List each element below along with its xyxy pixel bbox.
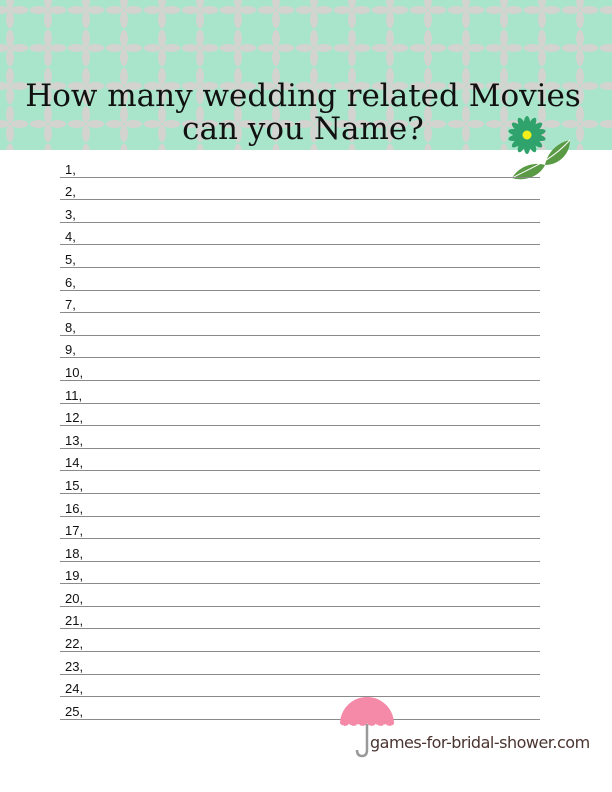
answer-row[interactable]: 12, xyxy=(60,404,540,427)
answer-line[interactable] xyxy=(60,244,540,246)
answer-line[interactable] xyxy=(60,312,540,314)
answer-line[interactable] xyxy=(60,492,540,494)
answer-line[interactable] xyxy=(60,696,540,698)
row-number: 4, xyxy=(65,229,76,245)
row-number: 13, xyxy=(65,432,84,448)
row-number: 16, xyxy=(65,500,84,516)
answer-row[interactable]: 7, xyxy=(60,291,540,314)
flower-petal xyxy=(527,117,537,133)
answer-line[interactable] xyxy=(60,334,540,336)
answer-row[interactable]: 18, xyxy=(60,539,540,562)
row-number: 1, xyxy=(65,161,76,177)
row-number: 18, xyxy=(65,545,84,561)
answer-line[interactable] xyxy=(60,357,540,359)
answer-row[interactable]: 19, xyxy=(60,562,540,585)
answer-line[interactable] xyxy=(60,673,540,675)
answer-line[interactable] xyxy=(60,583,540,585)
answer-row[interactable]: 8, xyxy=(60,313,540,336)
answer-line[interactable] xyxy=(60,628,540,630)
answer-row[interactable]: 1, xyxy=(60,155,540,178)
row-number: 14, xyxy=(65,455,84,471)
row-number: 6, xyxy=(65,274,76,290)
answer-row[interactable]: 23, xyxy=(60,652,540,675)
answer-row[interactable]: 20, xyxy=(60,584,540,607)
answer-row[interactable]: 17, xyxy=(60,517,540,540)
row-number: 21, xyxy=(65,613,84,629)
answer-row[interactable]: 25, xyxy=(60,697,540,720)
flower-petal xyxy=(517,117,527,133)
answer-line[interactable] xyxy=(60,718,540,720)
row-number: 8, xyxy=(65,319,76,335)
answer-row[interactable]: 22, xyxy=(60,629,540,653)
row-number: 24, xyxy=(65,681,84,697)
answer-line[interactable] xyxy=(60,538,540,540)
answer-line[interactable] xyxy=(60,605,540,607)
answer-row[interactable]: 3, xyxy=(60,200,540,223)
flower-icon xyxy=(508,116,571,180)
answer-row[interactable]: 9, xyxy=(60,336,540,359)
row-number: 19, xyxy=(65,568,84,584)
answer-row[interactable]: 4, xyxy=(60,223,540,246)
answer-line[interactable] xyxy=(60,289,540,291)
row-number: 12, xyxy=(65,410,84,426)
answer-row[interactable]: 21, xyxy=(60,607,540,630)
answer-line[interactable] xyxy=(60,176,540,178)
row-number: 17, xyxy=(65,523,84,539)
answer-row[interactable]: 6, xyxy=(60,268,540,291)
title-line-1: How many wedding related Movies xyxy=(25,78,581,114)
umbrella-icon xyxy=(339,697,395,758)
answer-list: 1, 2, 3, 4, 5, 6, 7, 8, 9, 10, 11, 12, 13, 14, 15, 16, 1… xyxy=(60,155,540,720)
answer-line[interactable] xyxy=(60,221,540,223)
answer-row[interactable]: 5, xyxy=(60,245,540,268)
flower-petal xyxy=(529,122,543,134)
title-line-2: can you Name? xyxy=(182,111,424,147)
row-number: 23, xyxy=(65,658,84,674)
answer-line[interactable] xyxy=(60,199,540,201)
row-number: 5, xyxy=(65,251,76,267)
answer-line[interactable] xyxy=(60,266,540,268)
flower-petal xyxy=(511,136,525,148)
patterned-header xyxy=(0,0,612,150)
row-number: 2, xyxy=(65,184,76,200)
row-number: 9, xyxy=(65,342,76,358)
answer-line[interactable] xyxy=(60,515,540,517)
row-number: 22, xyxy=(65,636,84,652)
flower-petal xyxy=(517,137,527,153)
answer-row[interactable]: 2, xyxy=(60,178,540,201)
row-number: 3, xyxy=(65,206,76,222)
answer-row[interactable]: 10, xyxy=(60,358,540,381)
answer-row[interactable]: 11, xyxy=(60,381,540,404)
answer-line[interactable] xyxy=(60,470,540,472)
row-number: 10, xyxy=(65,364,84,380)
row-number: 15, xyxy=(65,477,84,493)
answer-row[interactable]: 15, xyxy=(60,471,540,494)
row-number: 7, xyxy=(65,297,76,313)
row-number: 25, xyxy=(65,703,84,719)
answer-row[interactable]: 14, xyxy=(60,449,540,472)
website-credit: games-for-bridal-shower.com xyxy=(370,733,590,752)
page-title: How many wedding related Movies can you … xyxy=(0,80,606,146)
answer-row[interactable]: 13, xyxy=(60,426,540,449)
answer-row[interactable]: 16, xyxy=(60,494,540,517)
answer-row[interactable]: 24, xyxy=(60,675,540,698)
row-number: 11, xyxy=(65,387,83,403)
answer-line[interactable] xyxy=(60,447,540,449)
flower-petal xyxy=(529,136,543,148)
answer-line[interactable] xyxy=(60,560,540,562)
answer-line[interactable] xyxy=(60,379,540,381)
row-number: 20, xyxy=(65,590,84,606)
answer-line[interactable] xyxy=(60,402,540,404)
answer-line[interactable] xyxy=(60,425,540,427)
flower-petal xyxy=(511,122,525,134)
answer-line[interactable] xyxy=(60,651,540,653)
